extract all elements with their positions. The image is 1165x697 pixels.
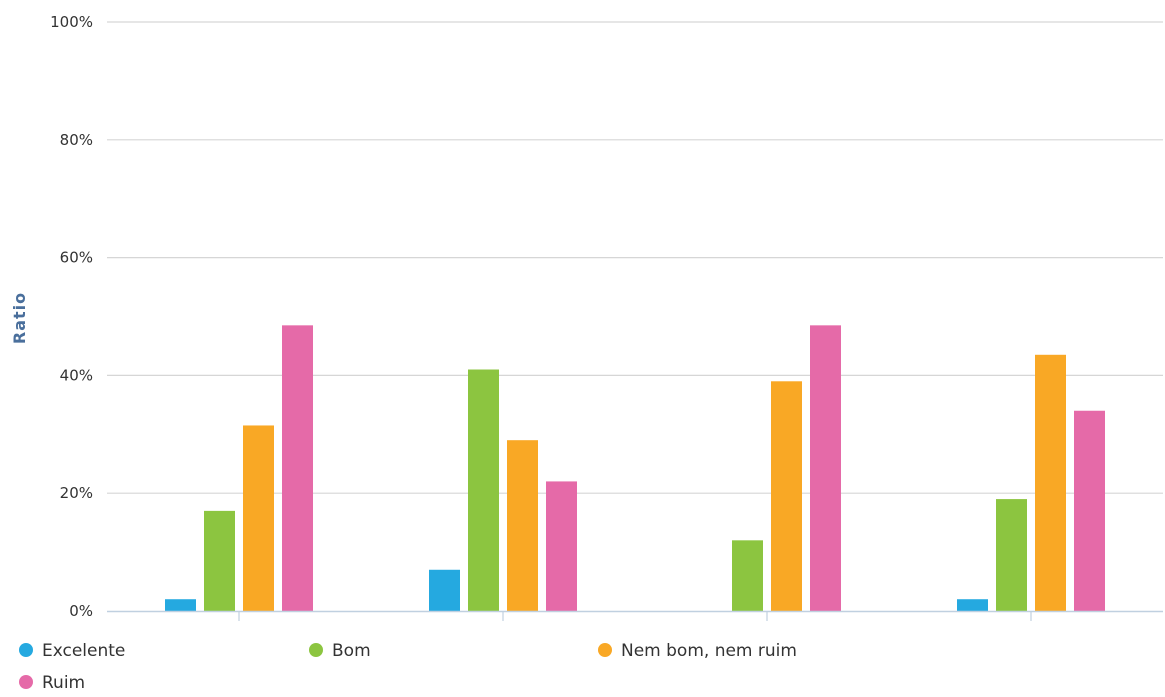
y-axis-title: Ratio (10, 292, 29, 344)
y-axis-ticks: 0% 20% 40% 60% 80% 100% (50, 13, 93, 620)
legend-label: Excelente (42, 641, 125, 661)
grid-lines (107, 21, 1163, 494)
bar (996, 499, 1027, 611)
bar (810, 325, 841, 611)
x-axis (107, 610, 1163, 621)
bar (732, 540, 763, 611)
y-tick-label: 0% (69, 602, 93, 620)
y-tick-label: 60% (60, 249, 93, 267)
y-tick-label: 100% (50, 13, 93, 31)
legend: Excelente Bom Nem bom, nem ruim Ruim (19, 641, 797, 693)
bar (771, 381, 802, 611)
y-tick-label: 40% (60, 366, 93, 384)
legend-label: Bom (332, 641, 371, 661)
y-tick-label: 20% (60, 484, 93, 502)
bar (468, 369, 499, 611)
bar (1035, 354, 1066, 611)
legend-marker (19, 675, 33, 689)
legend-item[interactable]: Nem bom, nem ruim (598, 641, 797, 661)
bar (507, 440, 538, 611)
bar (204, 510, 235, 611)
y-tick-label: 80% (60, 131, 93, 149)
bar (957, 599, 988, 611)
bar (1074, 410, 1105, 611)
legend-item[interactable]: Bom (309, 641, 371, 661)
bar (429, 569, 460, 611)
bar (282, 325, 313, 611)
legend-marker (19, 643, 33, 657)
bar (243, 425, 274, 611)
legend-item[interactable]: Excelente (19, 641, 125, 661)
legend-marker (598, 643, 612, 657)
bars (165, 325, 1105, 611)
legend-item[interactable]: Ruim (19, 673, 85, 693)
legend-marker (309, 643, 323, 657)
legend-label: Ruim (42, 673, 85, 693)
legend-label: Nem bom, nem ruim (621, 641, 797, 661)
bar (165, 599, 196, 611)
bar (546, 481, 577, 611)
